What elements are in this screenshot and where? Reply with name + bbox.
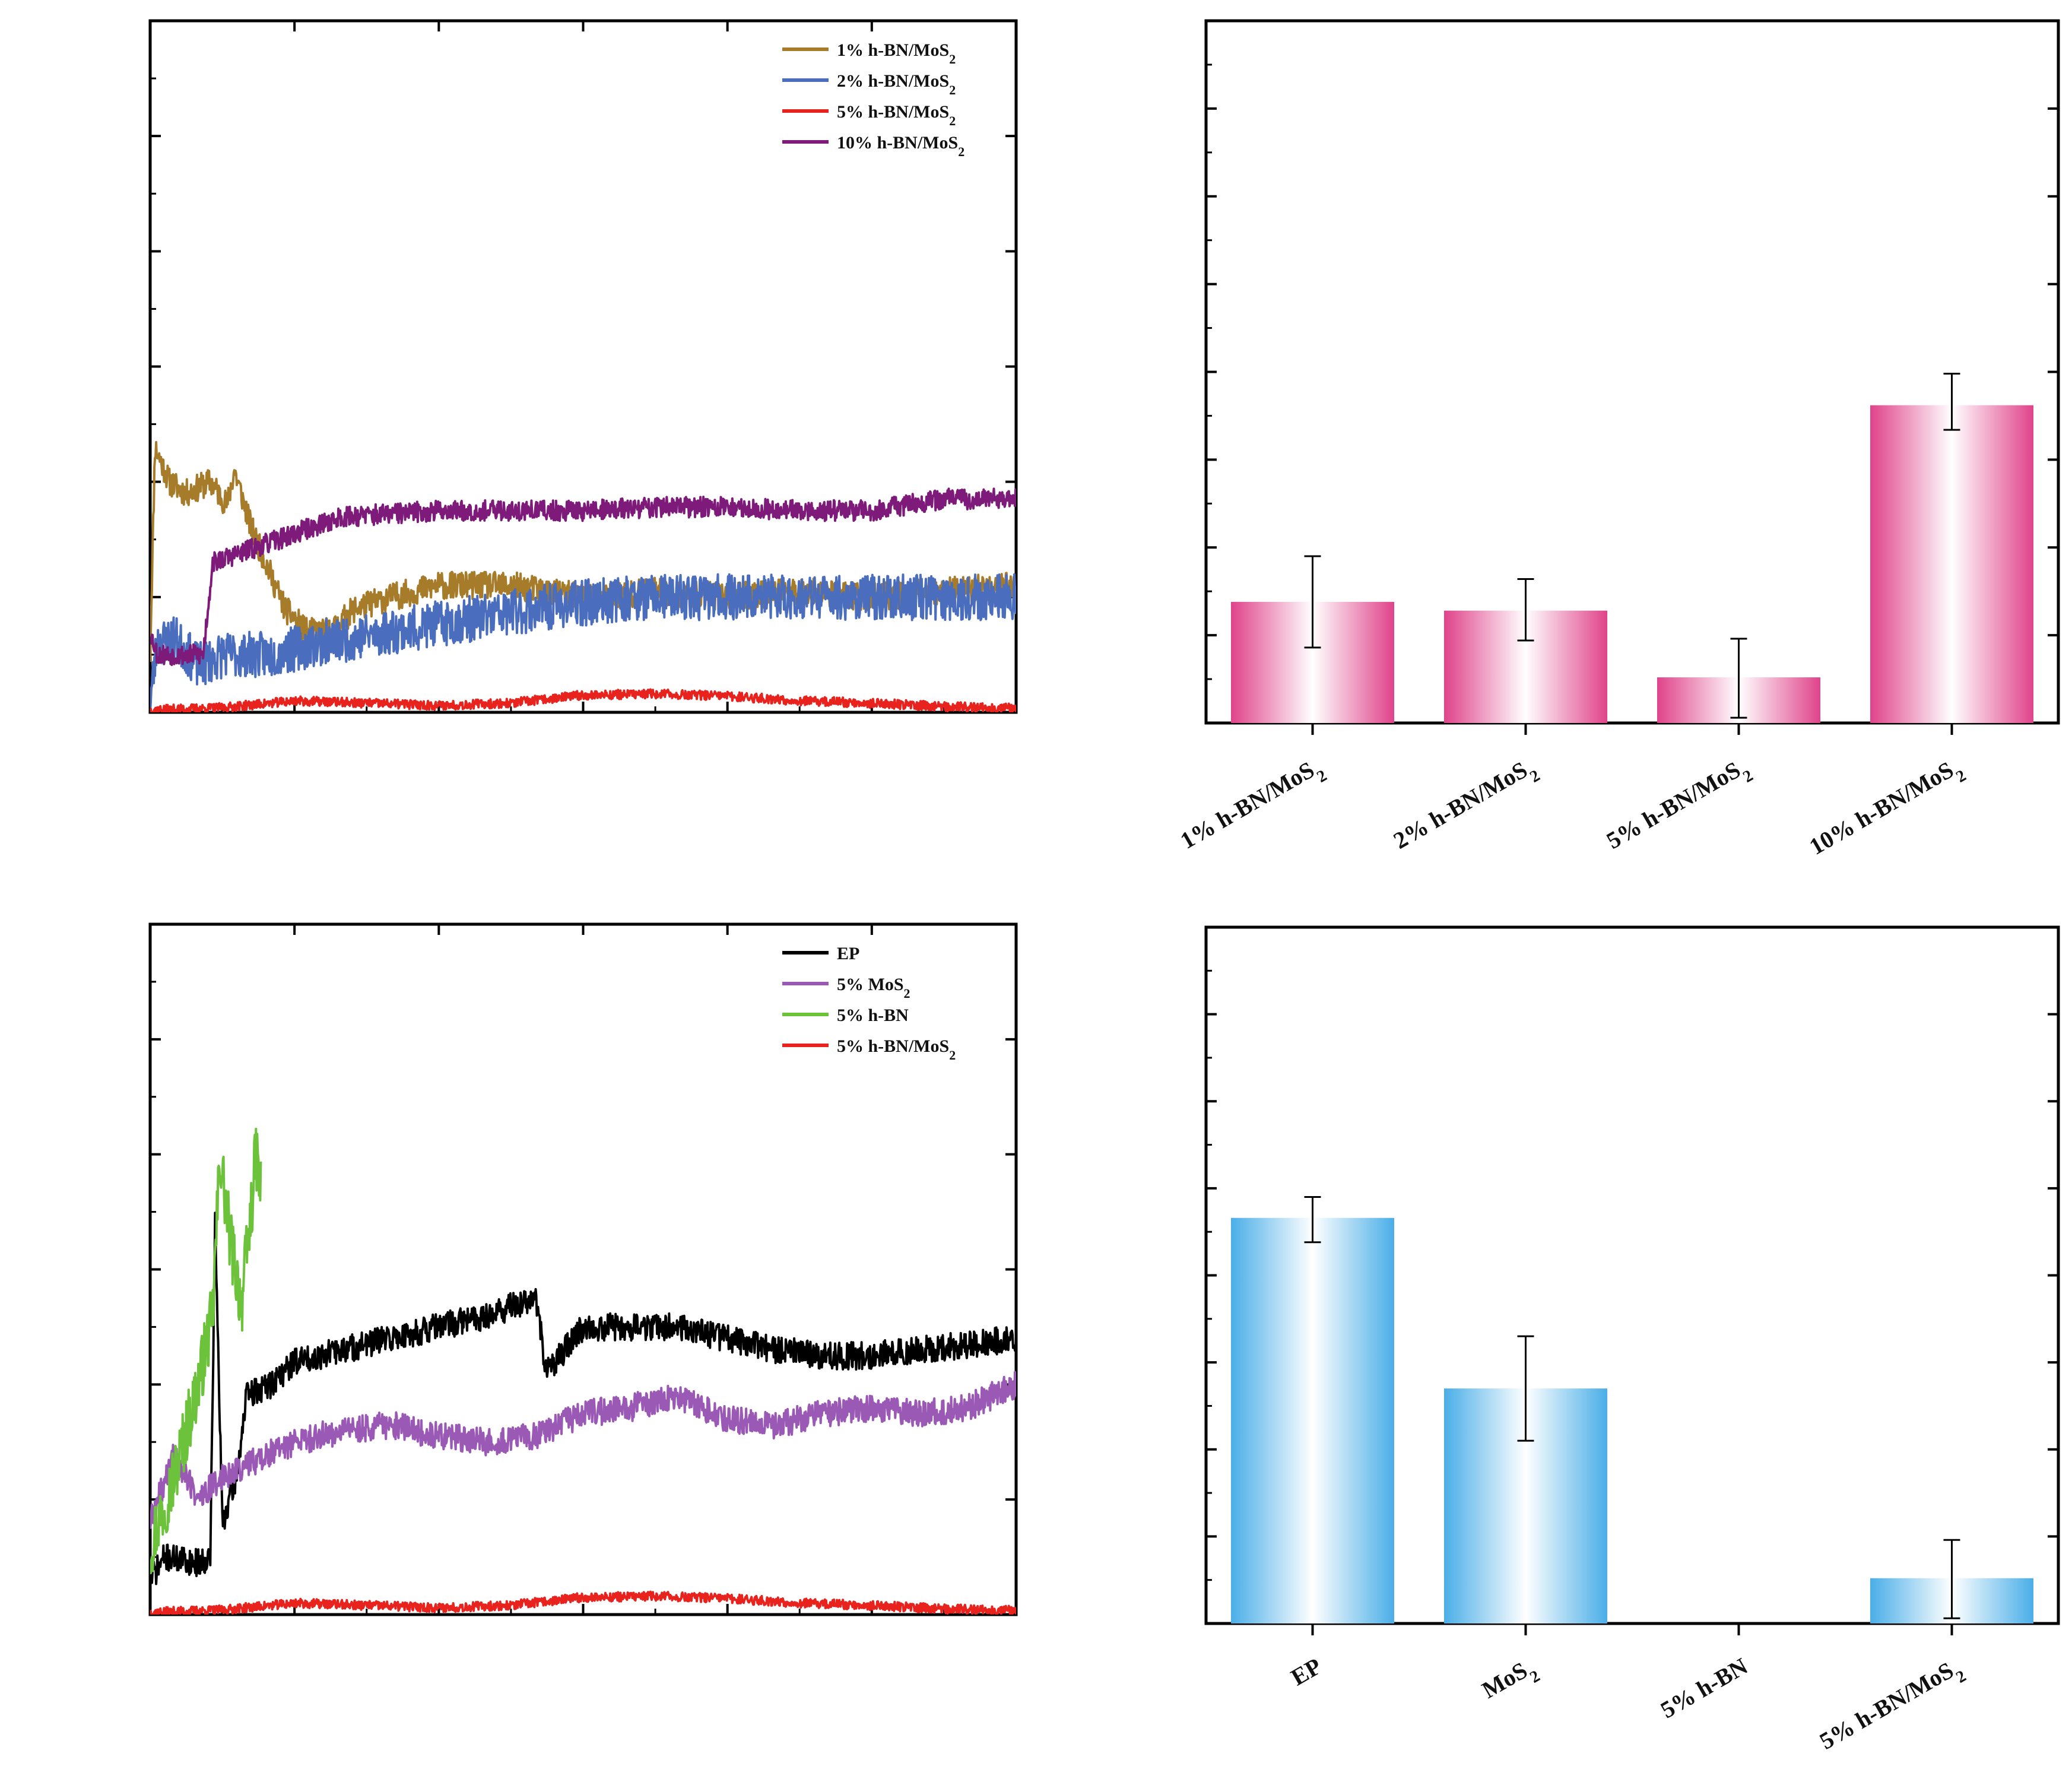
series-line-1 — [150, 1371, 1016, 1529]
legend-label: 5% MoS2 — [837, 975, 910, 1001]
category-label: 1% h-BN/MoS2 — [1176, 752, 1330, 861]
legend-label: 2% h-BN/MoS2 — [837, 71, 956, 97]
category-label: 5% h-BN — [1656, 1653, 1752, 1724]
series-line-2 — [150, 688, 1016, 712]
panel-b-bar-chart: 1% h-BN/MoS2 2% h-BN/MoS2 5% h-BN/MoS2 10% … — [1176, 19, 2060, 867]
category-label: 5% h-BN/MoS2 — [1815, 1653, 1969, 1762]
bar — [1231, 1217, 1394, 1623]
legend-label: 5% h-BN/MoS2 — [837, 1036, 956, 1063]
series-line-3 — [150, 1590, 1016, 1615]
series-line-1 — [150, 573, 1016, 712]
panel-d-bar-chart: EP MoS2 5% h-BN 5% h-BN/MoS2 — [1204, 925, 2060, 1762]
legend-label: 5% h-BN — [837, 1006, 909, 1025]
plot-frame — [148, 922, 1018, 1616]
legend-label: 10% h-BN/MoS2 — [837, 133, 964, 159]
series-line-2 — [150, 1127, 262, 1574]
series-line-3 — [150, 487, 1016, 667]
legend-label: 1% h-BN/MoS2 — [837, 40, 956, 66]
category-label: MoS2 — [1477, 1653, 1543, 1711]
category-label: EP — [1286, 1653, 1326, 1691]
legend-label: 5% h-BN/MoS2 — [837, 102, 956, 128]
panel-c-line-chart: EP 5% MoS2 5% h-BN 5% h-BN/MoS2 — [148, 922, 1018, 1616]
bar — [1870, 405, 2033, 723]
panel-a-line-chart: 1% h-BN/MoS2 2% h-BN/MoS2 5% h-BN/MoS2 10% … — [148, 19, 1018, 714]
series-line-0 — [150, 1212, 1016, 1587]
series-line-0 — [150, 440, 1016, 662]
legend-label: EP — [837, 944, 859, 963]
category-label: 5% h-BN/MoS2 — [1602, 752, 1756, 861]
category-label: 2% h-BN/MoS2 — [1389, 752, 1543, 861]
category-label: 10% h-BN/MoS2 — [1805, 752, 1969, 867]
